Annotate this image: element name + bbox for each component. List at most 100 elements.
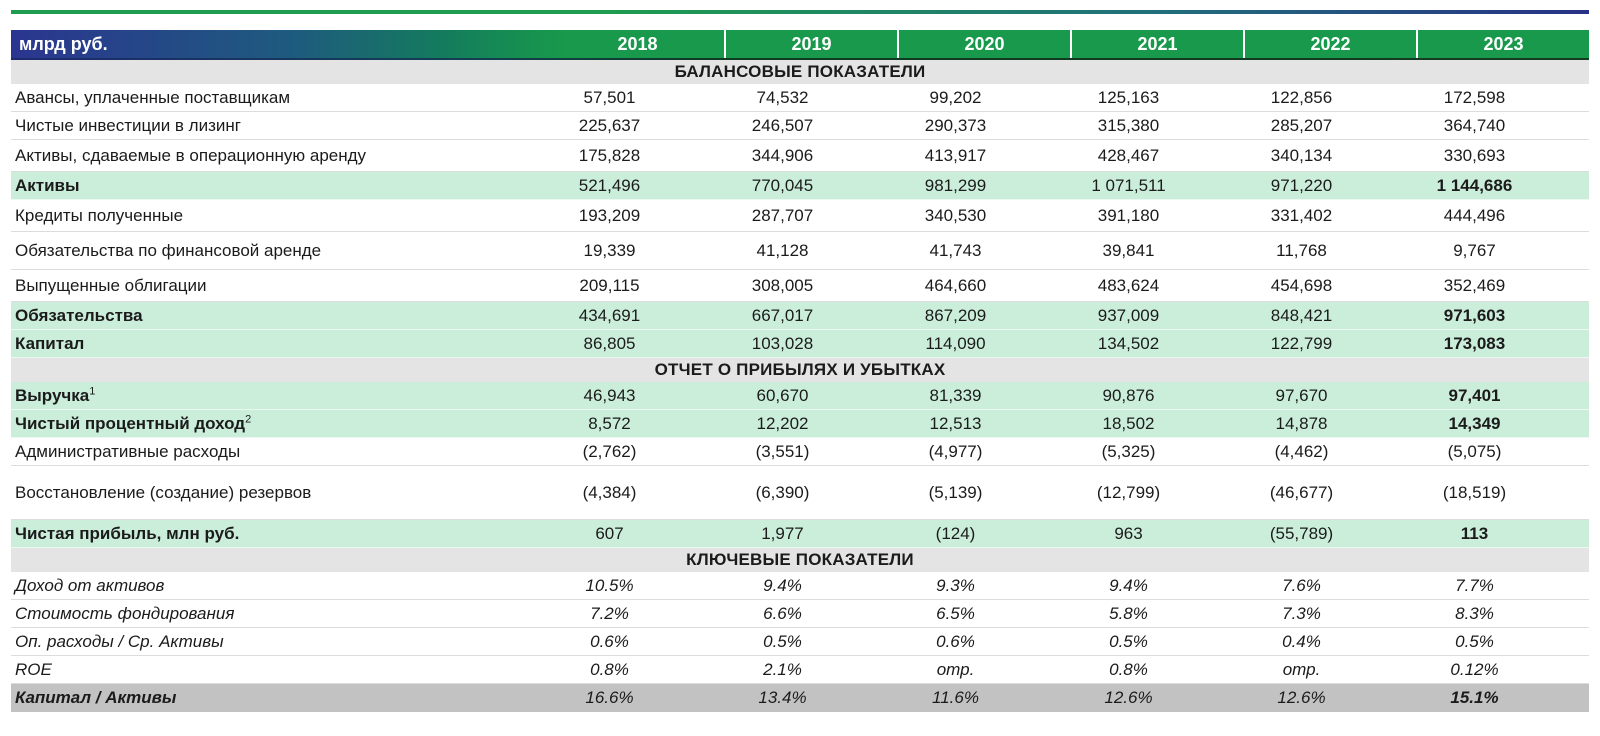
value-cell: (18,519) bbox=[1442, 482, 1507, 502]
row-label-text: Восстановление (создание) резервов bbox=[15, 482, 312, 502]
row-label-text: Чистые инвестиции в лизинг bbox=[15, 115, 241, 135]
row-label: Активы bbox=[11, 176, 551, 196]
value-cell: 11.6% bbox=[932, 688, 979, 707]
value-cell: 8.3% bbox=[1455, 603, 1494, 623]
value-cell: (124) bbox=[935, 523, 976, 543]
year-column-header: 2018 bbox=[617, 33, 658, 54]
table-row: Выручка1 46,943 60,670 81,339 90,876 97,670 97… bbox=[11, 382, 1589, 410]
value-cell: 7.6% bbox=[1282, 575, 1321, 595]
value-cell: 2.1% bbox=[763, 659, 802, 679]
value-cell: 667,017 bbox=[751, 305, 814, 325]
value-cell: 7.2% bbox=[590, 603, 629, 623]
row-label-text: Обязательства bbox=[15, 305, 143, 325]
row-label-text: Доход от активов bbox=[15, 575, 165, 595]
row-label: Выпущенные облигации bbox=[11, 276, 551, 296]
value-cell: 971,603 bbox=[1443, 305, 1506, 325]
value-cell: 18,502 bbox=[1102, 413, 1155, 433]
value-cell: 0.6% bbox=[590, 631, 629, 651]
value-cell: 74,532 bbox=[756, 87, 809, 107]
row-label-text: Оп. расходы / Ср. Активы bbox=[15, 631, 224, 651]
row-label: Чистые инвестиции в лизинг bbox=[11, 116, 551, 136]
row-label: Оп. расходы / Ср. Активы bbox=[11, 632, 551, 652]
value-cell: 7.7% bbox=[1455, 575, 1494, 595]
row-label: Капитал bbox=[11, 334, 551, 354]
row-label-text: Авансы, уплаченные поставщикам bbox=[15, 87, 291, 107]
table-row: Оп. расходы / Ср. Активы 0.6% 0.5% 0.6% 0.5%… bbox=[11, 628, 1589, 656]
row-label-text: Чистый процентный доход bbox=[15, 413, 246, 433]
value-cell: 172,598 bbox=[1443, 87, 1506, 107]
value-cell: 521,496 bbox=[578, 175, 641, 195]
year-column-header: 2020 bbox=[897, 30, 1070, 58]
unit-label: млрд руб. bbox=[19, 33, 108, 54]
value-cell: 1 144,686 bbox=[1436, 175, 1513, 195]
table-row: Выпущенные облигации 209,115 308,005 464,66… bbox=[11, 270, 1589, 302]
financial-table: млрд руб. 2018 2019 2020 2021 2022 2023 БАЛАН… bbox=[11, 30, 1589, 712]
value-cell: 434,691 bbox=[578, 305, 641, 325]
row-label-text: Выпущенные облигации bbox=[15, 275, 207, 295]
table-row: Чистая прибыль, млн руб. 607 1,977 (124) 963… bbox=[11, 520, 1589, 548]
value-cell: (5,325) bbox=[1101, 441, 1156, 461]
value-cell: 9.3% bbox=[936, 575, 975, 595]
value-cell: 0.6% bbox=[936, 631, 975, 651]
row-label-text: Капитал bbox=[15, 333, 85, 353]
value-cell: 225,637 bbox=[578, 115, 641, 135]
value-cell: 14,878 bbox=[1275, 413, 1328, 433]
value-cell: 97,401 bbox=[1448, 385, 1501, 405]
section-band: ОТЧЕТ О ПРИБЫЛЯХ И УБЫТКАХ bbox=[11, 358, 1589, 382]
value-cell: 60,670 bbox=[756, 385, 809, 405]
table-row: Авансы, уплаченные поставщикам 57,501 74,5… bbox=[11, 84, 1589, 112]
value-cell: 607 bbox=[595, 523, 624, 543]
table-row: Активы 521,496 770,045 981,299 1 071,511 971,… bbox=[11, 172, 1589, 200]
value-cell: 971,220 bbox=[1270, 175, 1333, 195]
value-cell: 41,743 bbox=[929, 240, 982, 260]
table-row: Активы, сдаваемые в операционную аренду 1… bbox=[11, 140, 1589, 172]
value-cell: 340,530 bbox=[924, 205, 987, 225]
value-cell: (55,789) bbox=[1269, 523, 1334, 543]
section-band: БАЛАНСОВЫЕ ПОКАЗАТЕЛИ bbox=[11, 60, 1589, 84]
value-cell: 483,624 bbox=[1097, 275, 1160, 295]
value-cell: 867,209 bbox=[924, 305, 987, 325]
year-column-header: 2021 bbox=[1070, 30, 1243, 58]
value-cell: (4,384) bbox=[582, 482, 637, 502]
value-cell: 46,943 bbox=[583, 385, 636, 405]
value-cell: 364,740 bbox=[1443, 115, 1506, 135]
value-cell: 19,339 bbox=[583, 240, 636, 260]
table-row: Капитал 86,805 103,028 114,090 134,502 122,79… bbox=[11, 330, 1589, 358]
value-cell: (46,677) bbox=[1269, 482, 1334, 502]
year-column-header: 2019 bbox=[724, 30, 897, 58]
row-label: Кредиты полученные bbox=[11, 206, 551, 226]
value-cell: 113 bbox=[1460, 523, 1489, 543]
row-label: Обязательства по финансовой аренде bbox=[11, 241, 551, 261]
value-cell: 0.8% bbox=[590, 659, 629, 679]
value-cell: 413,917 bbox=[924, 145, 987, 165]
row-label-text: Стоимость фондирования bbox=[15, 603, 235, 623]
value-cell: 981,299 bbox=[924, 175, 987, 195]
value-cell: 352,469 bbox=[1443, 275, 1506, 295]
row-label-text: ROE bbox=[15, 659, 52, 679]
value-cell: 315,380 bbox=[1097, 115, 1160, 135]
table-row: Обязательства 434,691 667,017 867,209 937,00… bbox=[11, 302, 1589, 330]
value-cell: 175,828 bbox=[578, 145, 641, 165]
value-cell: 39,841 bbox=[1102, 240, 1155, 260]
row-label-text: Выручка bbox=[15, 385, 90, 405]
value-cell: 848,421 bbox=[1270, 305, 1333, 325]
value-cell: 287,707 bbox=[751, 205, 814, 225]
value-cell: 134,502 bbox=[1097, 333, 1160, 353]
value-cell: 9.4% bbox=[1109, 575, 1148, 595]
value-cell: 86,805 bbox=[583, 333, 636, 353]
value-cell: 6.5% bbox=[936, 603, 975, 623]
value-cell: 9,767 bbox=[1453, 240, 1496, 260]
value-cell: 41,128 bbox=[756, 240, 809, 260]
value-cell: (5,139) bbox=[928, 482, 983, 502]
value-cell: 90,876 bbox=[1102, 385, 1155, 405]
value-cell: 103,028 bbox=[751, 333, 814, 353]
row-label: Стоимость фондирования bbox=[11, 604, 551, 624]
value-cell: 16.6% bbox=[585, 688, 634, 707]
value-cell: 114,090 bbox=[925, 333, 986, 353]
value-cell: (4,462) bbox=[1274, 441, 1329, 461]
value-cell: 0.8% bbox=[1109, 659, 1148, 679]
value-cell: 963 bbox=[1114, 523, 1143, 543]
row-label: Чистая прибыль, млн руб. bbox=[11, 524, 551, 544]
value-cell: 193,209 bbox=[578, 205, 641, 225]
row-label-text: Активы bbox=[15, 175, 80, 195]
